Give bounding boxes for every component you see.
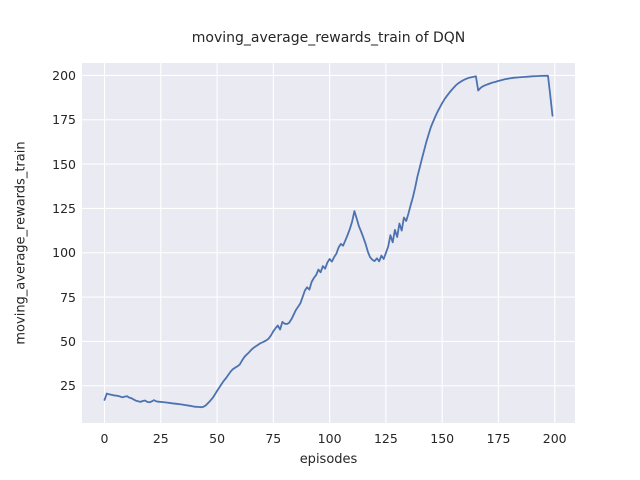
y-tick-label: 75 <box>60 289 76 305</box>
y-tick-label: 200 <box>52 67 76 83</box>
y-axis-label: moving_average_rewards_train <box>13 141 29 345</box>
dqn-reward-line <box>103 74 554 409</box>
x-tick-label: 200 <box>542 431 567 446</box>
plot-area <box>82 63 575 423</box>
x-tick-label: 0 <box>100 431 109 446</box>
y-tick-label: 100 <box>52 245 76 261</box>
grid-lines <box>82 63 575 423</box>
x-tick-label: 100 <box>317 431 342 446</box>
x-tick-label: 75 <box>265 431 282 446</box>
y-tick-label: 25 <box>60 378 76 394</box>
chart-title: moving_average_rewards_train of DQN <box>191 30 466 46</box>
x-tick-label: 175 <box>486 431 511 446</box>
y-tick-label: 125 <box>52 200 76 216</box>
x-tick-label: 150 <box>430 431 455 446</box>
x-tick-label: 125 <box>373 431 398 446</box>
x-axis-label: episodes <box>299 452 358 467</box>
x-tick-label: 25 <box>152 431 169 446</box>
y-tick-label: 50 <box>60 333 76 349</box>
y-tick-label: 175 <box>52 112 76 128</box>
x-tick-label: 50 <box>209 431 226 446</box>
y-tick-label: 150 <box>52 156 76 172</box>
